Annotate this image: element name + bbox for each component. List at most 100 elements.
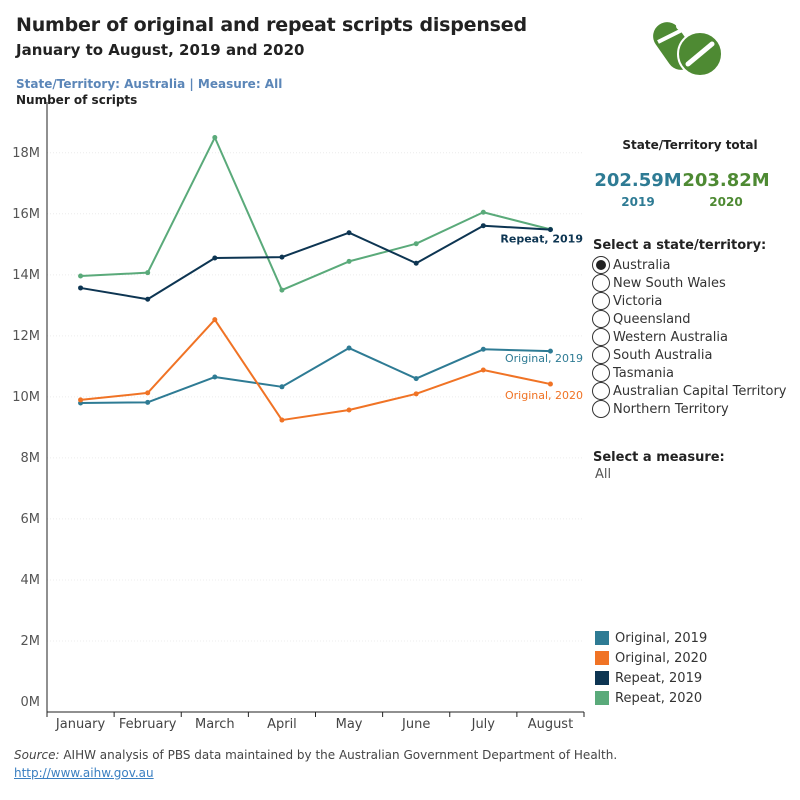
data-point: [413, 241, 419, 247]
state-option-wa[interactable]: Western Australia: [592, 328, 786, 346]
y-tick-label: 8M: [21, 451, 41, 466]
series-line-original-2020: [80, 318, 551, 422]
state-option-nsw[interactable]: New South Wales: [592, 274, 786, 292]
state-option-label: Northern Territory: [613, 401, 729, 417]
state-option-label: Victoria: [613, 293, 663, 309]
state-option-sa[interactable]: South Australia: [592, 346, 786, 364]
data-point: [212, 255, 218, 261]
data-point: [145, 399, 151, 405]
state-selector: Australia New South Wales Victoria Queen…: [592, 256, 786, 418]
x-tick-label: July: [471, 717, 496, 732]
radio-icon[interactable]: [592, 274, 610, 292]
state-option-label: Queensland: [613, 311, 691, 327]
chart-title: Number of original and repeat scripts di…: [16, 14, 527, 36]
measure-selector[interactable]: All: [595, 467, 612, 482]
legend-item-original-2020[interactable]: Original, 2020: [595, 648, 707, 668]
legend-swatch: [595, 651, 609, 665]
data-point: [279, 254, 285, 260]
y-tick-label: 0M: [21, 695, 41, 710]
data-point: [212, 317, 218, 323]
x-tick-label: May: [336, 717, 363, 732]
x-tick-label: June: [401, 717, 430, 732]
total-2019-year: 2019: [621, 195, 655, 209]
data-point: [145, 296, 151, 302]
series-line-repeat-2020: [80, 136, 551, 292]
source-prefix: Source:: [14, 748, 60, 762]
data-point: [547, 348, 553, 354]
data-point: [547, 381, 553, 387]
radio-icon[interactable]: [592, 400, 610, 418]
data-point: [480, 223, 486, 229]
legend-item-repeat-2019[interactable]: Repeat, 2019: [595, 668, 707, 688]
x-tick-label: February: [119, 717, 177, 732]
state-option-label: Australia: [613, 257, 671, 273]
state-option-label: New South Wales: [613, 275, 726, 291]
total-heading: State/Territory total: [622, 138, 758, 152]
radio-icon[interactable]: [592, 328, 610, 346]
data-point: [212, 374, 218, 380]
data-point: [346, 230, 352, 236]
x-tick-label: April: [267, 717, 297, 732]
y-tick-label: 14M: [12, 268, 40, 283]
data-point: [480, 209, 486, 215]
data-point: [480, 367, 486, 373]
state-selector-heading: Select a state/territory:: [593, 238, 767, 253]
data-point: [145, 270, 151, 276]
legend-swatch: [595, 671, 609, 685]
data-point: [413, 260, 419, 266]
data-point: [145, 390, 151, 396]
data-point: [279, 384, 285, 390]
y-tick-label: 16M: [12, 207, 40, 222]
x-tick-label: August: [528, 717, 574, 732]
total-2019: 202.59M 2019: [588, 170, 688, 209]
state-option-label: Australian Capital Territory: [613, 383, 787, 399]
state-option-label: Western Australia: [613, 329, 728, 345]
radio-icon[interactable]: [592, 292, 610, 310]
state-option-australia[interactable]: Australia: [592, 256, 786, 274]
state-option-qld[interactable]: Queensland: [592, 310, 786, 328]
measure-selector-heading: Select a measure:: [593, 450, 725, 465]
legend-label: Original, 2019: [615, 630, 708, 646]
data-point: [413, 376, 419, 382]
data-point: [346, 407, 352, 413]
state-option-vic[interactable]: Victoria: [592, 292, 786, 310]
radio-icon[interactable]: [592, 364, 610, 382]
state-option-nt[interactable]: Northern Territory: [592, 400, 786, 418]
y-tick-label: 10M: [12, 390, 40, 405]
data-point: [413, 391, 419, 397]
radio-icon[interactable]: [592, 310, 610, 328]
data-point: [346, 258, 352, 264]
radio-icon[interactable]: [592, 382, 610, 400]
radio-icon[interactable]: [592, 346, 610, 364]
state-option-act[interactable]: Australian Capital Territory: [592, 382, 786, 400]
legend-swatch: [595, 631, 609, 645]
aihw-link[interactable]: http://www.aihw.gov.au: [14, 766, 154, 780]
state-option-label: South Australia: [613, 347, 713, 363]
series-end-label: Repeat, 2019: [500, 233, 583, 246]
data-point: [212, 135, 218, 141]
legend: Original, 2019 Original, 2020 Repeat, 20…: [595, 628, 707, 708]
state-option-tas[interactable]: Tasmania: [592, 364, 786, 382]
source-note: Source: AIHW analysis of PBS data mainta…: [14, 748, 617, 762]
y-tick-label: 6M: [21, 512, 41, 527]
y-tick-label: 2M: [21, 634, 41, 649]
data-point: [480, 346, 486, 352]
y-axis-title: Number of scripts: [16, 93, 138, 107]
legend-item-repeat-2020[interactable]: Repeat, 2020: [595, 688, 707, 708]
chart-subtitle: January to August, 2019 and 2020: [16, 41, 305, 59]
legend-swatch: [595, 691, 609, 705]
line-chart: 0M 2M 4M 6M 8M 10M 12M 14M 16M 18M January February…: [12, 102, 585, 732]
x-tick-label: March: [195, 717, 235, 732]
series-line-original-2019: [80, 347, 551, 404]
legend-label: Repeat, 2020: [615, 690, 703, 706]
source-text: AIHW analysis of PBS data maintained by …: [59, 748, 618, 762]
pills-icon: [653, 22, 723, 77]
y-tick-label: 18M: [12, 146, 40, 161]
legend-item-original-2019[interactable]: Original, 2019: [595, 628, 707, 648]
total-2020: 203.82M 2020: [676, 170, 776, 209]
total-2019-value: 202.59M: [594, 170, 682, 191]
total-2020-value: 203.82M: [682, 170, 770, 191]
series-end-label: Original, 2020: [505, 389, 583, 402]
data-point: [346, 345, 352, 351]
radio-checked-icon[interactable]: [592, 256, 610, 274]
